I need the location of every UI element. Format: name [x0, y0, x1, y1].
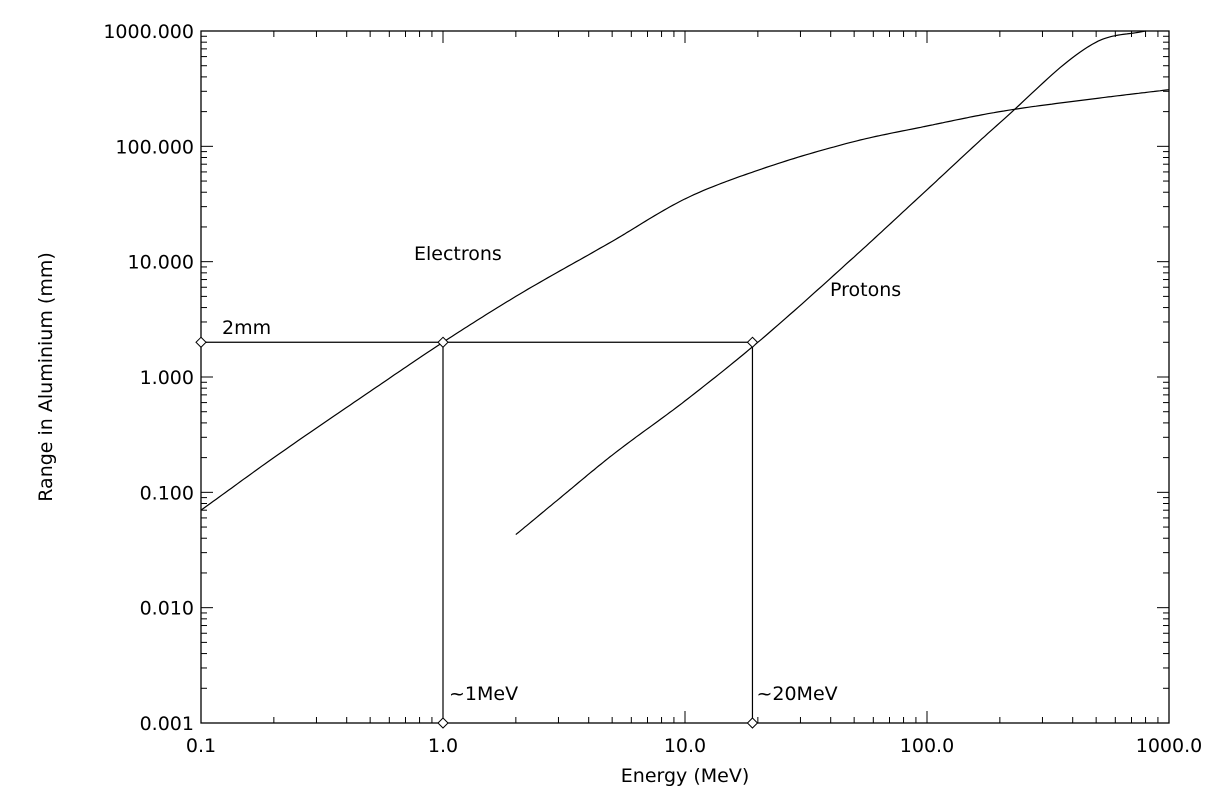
annotation-20mev: ~20MeV: [756, 683, 837, 705]
y-tick-labels: 0.001 0.010 0.100 1.000 10.000 100.000 1000.00…: [103, 21, 194, 735]
y-tick-label: 0.010: [140, 598, 194, 620]
series-label-electrons: Electrons: [414, 243, 502, 265]
marker-2mm-axis: [195, 336, 207, 348]
plot-frame: [200, 30, 1170, 724]
x-tick-label: 100.0: [900, 735, 954, 757]
series-curves: [200, 30, 1170, 536]
y-tick-label: 1000.000: [103, 21, 194, 43]
y-tick-label: 0.100: [140, 482, 194, 504]
axis-ticks: [200, 30, 1170, 724]
x-tick-labels: 0.1 1.0 10.0 100.0 1000.0: [186, 735, 1202, 757]
marker-energy-axis: [437, 717, 449, 729]
reference-lines: [201, 341, 754, 723]
y-tick-label: 1.000: [140, 367, 194, 389]
x-axis-label: Energy (MeV): [621, 765, 749, 787]
marker-intersection: [746, 336, 759, 348]
y-tick-label: 10.000: [128, 252, 194, 274]
series-line-electrons: [200, 89, 1170, 511]
marker-energy-axis: [746, 717, 759, 729]
intersection-markers: [195, 336, 759, 729]
annotations: 2mm ~1MeV ~20MeV Electrons Protons: [222, 243, 901, 705]
series-label-protons: Protons: [830, 279, 901, 301]
x-tick-label: 1000.0: [1136, 735, 1202, 757]
series-line-protons: [515, 30, 1146, 536]
x-tick-label: 1.0: [428, 735, 458, 757]
y-tick-label: 0.001: [140, 713, 194, 735]
x-tick-label: 0.1: [186, 735, 216, 757]
marker-intersection: [437, 336, 449, 348]
x-tick-label: 10.0: [664, 735, 706, 757]
annotation-1mev: ~1MeV: [449, 683, 518, 705]
y-tick-label: 100.000: [115, 136, 194, 158]
annotation-2mm: 2mm: [222, 317, 271, 339]
y-axis-label: Range in Aluminium (mm): [35, 252, 57, 501]
